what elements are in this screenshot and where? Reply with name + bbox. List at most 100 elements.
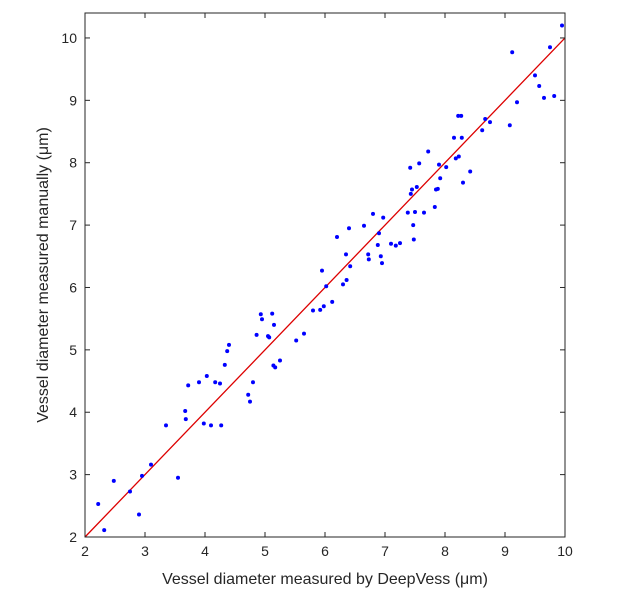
data-point xyxy=(468,169,473,174)
data-point xyxy=(480,128,485,133)
x-tick-label: 9 xyxy=(501,543,509,559)
data-point xyxy=(348,264,353,269)
data-point xyxy=(417,161,422,166)
data-point xyxy=(186,383,191,388)
data-point xyxy=(453,156,458,161)
data-point xyxy=(102,528,107,533)
data-point xyxy=(128,489,132,494)
data-point xyxy=(408,165,413,170)
data-point xyxy=(218,381,222,386)
data-point xyxy=(411,237,416,242)
data-point xyxy=(251,380,255,385)
data-point xyxy=(488,120,492,125)
data-point xyxy=(560,23,564,28)
data-point xyxy=(483,117,488,122)
data-point xyxy=(311,308,315,313)
data-point xyxy=(209,423,213,428)
data-point xyxy=(318,307,323,312)
data-point xyxy=(335,234,339,239)
data-point xyxy=(222,362,227,367)
data-point xyxy=(371,211,375,216)
data-point xyxy=(375,243,380,248)
data-point xyxy=(405,210,410,215)
data-point xyxy=(183,408,188,413)
data-point xyxy=(96,501,101,506)
data-point xyxy=(321,304,326,309)
data-point xyxy=(324,284,329,289)
data-point xyxy=(537,83,542,88)
data-point xyxy=(278,358,282,363)
y-tick-label: 3 xyxy=(69,467,77,483)
data-point xyxy=(254,332,259,337)
data-point xyxy=(426,149,431,154)
data-point xyxy=(381,215,386,220)
data-point xyxy=(183,417,188,422)
data-point xyxy=(378,254,383,259)
data-point xyxy=(459,113,464,118)
y-tick-label: 8 xyxy=(69,155,77,171)
y-axis-label: Vessel diameter measured manually (μm) xyxy=(35,127,52,423)
x-tick-label: 8 xyxy=(441,543,449,559)
data-point xyxy=(176,475,180,480)
data-point xyxy=(272,322,276,327)
y-tick-label: 9 xyxy=(69,92,77,108)
y-tick-label: 5 xyxy=(69,342,77,358)
data-point xyxy=(413,209,417,214)
data-point xyxy=(456,113,461,118)
data-point xyxy=(459,135,464,140)
x-tick-label: 2 xyxy=(81,543,89,559)
data-point xyxy=(411,223,416,228)
data-point xyxy=(258,312,263,317)
data-point xyxy=(366,252,371,257)
data-point xyxy=(507,123,512,128)
data-point xyxy=(294,338,299,343)
data-point xyxy=(320,268,324,273)
data-point xyxy=(398,241,402,246)
data-point xyxy=(510,50,515,55)
data-point xyxy=(515,100,519,105)
data-point xyxy=(197,380,201,385)
x-tick-label: 10 xyxy=(557,543,573,559)
data-point xyxy=(380,261,384,266)
x-tick-label: 4 xyxy=(201,543,209,559)
data-points-layer xyxy=(96,23,564,533)
data-point xyxy=(149,462,153,467)
x-tick-label: 3 xyxy=(141,543,149,559)
x-tick-label: 7 xyxy=(381,543,389,559)
data-point xyxy=(438,176,443,181)
x-axis-label: Vessel diameter measured by DeepVess (μm… xyxy=(162,571,488,588)
data-point xyxy=(437,162,441,167)
data-point xyxy=(452,135,456,140)
data-point xyxy=(267,335,272,340)
data-point xyxy=(246,392,251,397)
data-point xyxy=(408,191,413,196)
data-point xyxy=(552,93,557,98)
y-tick-label: 6 xyxy=(69,279,77,295)
data-point xyxy=(377,231,381,236)
data-point xyxy=(111,478,116,483)
y-tick-label: 4 xyxy=(69,404,77,420)
data-point xyxy=(542,95,546,100)
data-point xyxy=(341,282,345,287)
data-point xyxy=(227,342,231,347)
data-point xyxy=(444,165,449,170)
data-point xyxy=(330,299,335,304)
data-point xyxy=(270,311,275,316)
data-point xyxy=(225,349,230,354)
data-point xyxy=(422,210,426,215)
data-point xyxy=(219,423,224,428)
data-point xyxy=(389,241,393,246)
data-point xyxy=(393,243,398,248)
data-point xyxy=(140,473,144,478)
y-tick-label: 7 xyxy=(69,217,77,233)
y-tick-label: 2 xyxy=(69,529,77,545)
data-point xyxy=(260,317,264,322)
data-point xyxy=(302,331,306,336)
data-point xyxy=(344,252,348,257)
data-point xyxy=(461,180,465,185)
data-point xyxy=(213,380,218,385)
data-point xyxy=(432,205,437,210)
data-point xyxy=(548,45,552,50)
data-point xyxy=(273,365,278,370)
